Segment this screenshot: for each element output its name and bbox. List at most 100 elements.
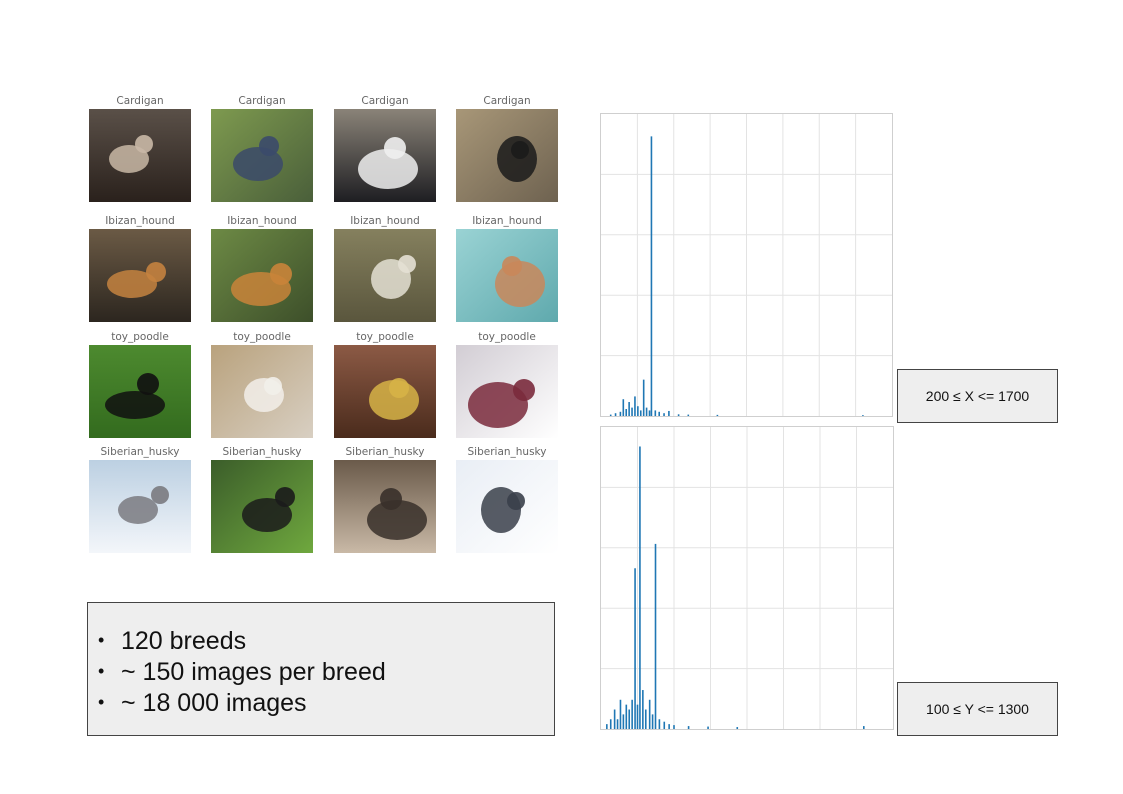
height-histogram-svg	[601, 427, 893, 729]
height-histogram-bar	[642, 690, 644, 729]
dog-photo-icon	[334, 345, 436, 438]
stats-list: • 120 breeds • ~ 150 images per breed • ~ 1…	[88, 603, 554, 718]
breed-label: toy_poodle	[478, 331, 536, 343]
breed-label: Cardigan	[116, 95, 164, 107]
width-histogram-bar	[650, 136, 653, 416]
breed-label: Cardigan	[238, 95, 286, 107]
width-histogram-bar	[642, 379, 645, 416]
sample-image-cell: Siberian_husky	[456, 445, 558, 553]
sample-image-cell: Ibizan_hound	[89, 214, 191, 322]
sample-image-cell: Siberian_husky	[211, 445, 313, 553]
dog-photo-icon	[211, 460, 313, 553]
width-histogram-bar	[663, 413, 665, 416]
dog-photo-icon	[334, 109, 436, 202]
width-range-box: 200 ≤ X <= 1700	[897, 369, 1058, 423]
dataset-stats-box: • 120 breeds • ~ 150 images per breed • ~ 1…	[87, 602, 555, 736]
breed-label: Siberian_husky	[345, 446, 425, 458]
height-histogram-bar	[648, 699, 651, 729]
sample-image-cell: toy_poodle	[211, 330, 313, 438]
height-histogram-bar	[673, 725, 675, 729]
dog-photo-icon	[89, 345, 191, 438]
height-histogram-bar	[636, 704, 639, 729]
stats-item-total-images: • ~ 18 000 images	[98, 689, 307, 717]
breed-label: toy_poodle	[111, 331, 169, 343]
breed-label: Ibizan_hound	[105, 215, 175, 227]
height-histogram-bar	[622, 714, 625, 729]
height-histogram-bar	[663, 721, 666, 729]
width-histogram-bar	[654, 410, 657, 416]
width-histogram-bar	[614, 413, 617, 416]
width-histogram-bar	[631, 407, 633, 416]
height-histogram-bar	[668, 724, 670, 729]
dog-photo-icon	[211, 109, 313, 202]
height-histogram-bar	[687, 726, 690, 729]
height-histogram-bar	[628, 709, 631, 729]
height-histogram-bar	[707, 726, 709, 729]
width-histogram-svg	[601, 114, 892, 416]
dog-photo-icon	[456, 345, 558, 438]
height-histogram-bar	[654, 543, 657, 729]
dog-photo-icon	[89, 109, 191, 202]
width-histogram-bar	[658, 411, 660, 416]
sample-image-cell: Ibizan_hound	[334, 214, 436, 322]
dog-photo-icon	[211, 229, 313, 322]
dog-photo-icon	[334, 229, 436, 322]
height-histogram-bar	[863, 726, 865, 729]
breed-label: Ibizan_hound	[472, 215, 542, 227]
bullet-icon: •	[98, 661, 105, 681]
breed-label: toy_poodle	[356, 331, 414, 343]
width-histogram-bar	[609, 414, 612, 416]
height-histogram	[600, 426, 894, 730]
width-range-label: 200 ≤ X <= 1700	[925, 388, 1030, 404]
height-histogram-bar	[639, 446, 641, 729]
width-histogram-bar	[687, 414, 690, 416]
height-histogram-bar	[651, 714, 654, 729]
height-histogram-bar	[634, 568, 636, 729]
height-histogram-bar	[616, 719, 619, 729]
stats-item-breeds: • 120 breeds	[98, 627, 247, 655]
stats-item-images-per-breed: • ~ 150 images per breed	[98, 658, 386, 686]
width-histogram-bar	[668, 410, 670, 416]
width-histogram-bar	[628, 402, 630, 416]
height-histogram-bar	[606, 724, 608, 729]
height-histogram-bar	[658, 719, 661, 729]
width-histogram-bar	[677, 414, 680, 416]
width-histogram	[600, 113, 893, 417]
dog-photo-icon	[89, 229, 191, 322]
breed-label: Ibizan_hound	[350, 215, 420, 227]
width-histogram-bar	[634, 396, 636, 416]
sample-image-cell: toy_poodle	[89, 330, 191, 438]
dog-photo-icon	[456, 460, 558, 553]
sample-image-cell: Ibizan_hound	[211, 214, 313, 322]
height-histogram-bar	[613, 709, 616, 729]
height-histogram-bar	[625, 704, 628, 729]
sample-image-cell: toy_poodle	[456, 330, 558, 438]
bullet-icon: •	[98, 692, 105, 712]
height-histogram-bar	[619, 699, 622, 729]
dog-photo-icon	[211, 345, 313, 438]
breed-label: toy_poodle	[233, 331, 291, 343]
height-range-box: 100 ≤ Y <= 1300	[897, 682, 1058, 736]
width-histogram-bar	[716, 414, 719, 416]
bullet-icon: •	[98, 630, 105, 650]
sample-image-cell: Siberian_husky	[89, 445, 191, 553]
height-histogram-bar	[609, 719, 612, 729]
width-histogram-bar	[625, 409, 628, 416]
dog-photo-icon	[456, 109, 558, 202]
width-histogram-bar	[648, 410, 651, 416]
width-histogram-bar	[862, 415, 864, 416]
height-histogram-bar	[736, 727, 739, 729]
breed-label: Cardigan	[483, 95, 531, 107]
breed-label: Siberian_husky	[222, 446, 302, 458]
height-range-label: 100 ≤ Y <= 1300	[926, 701, 1029, 717]
sample-image-cell: Ibizan_hound	[456, 214, 558, 322]
width-histogram-bar	[645, 407, 648, 416]
breed-label: Ibizan_hound	[227, 215, 297, 227]
width-histogram-bar	[622, 399, 625, 416]
sample-image-cell: toy_poodle	[334, 330, 436, 438]
sample-image-cell: Siberian_husky	[334, 445, 436, 553]
height-histogram-bar	[644, 709, 647, 729]
breed-label: Siberian_husky	[100, 446, 180, 458]
sample-image-cell: Cardigan	[456, 94, 558, 202]
breed-label: Cardigan	[361, 95, 409, 107]
